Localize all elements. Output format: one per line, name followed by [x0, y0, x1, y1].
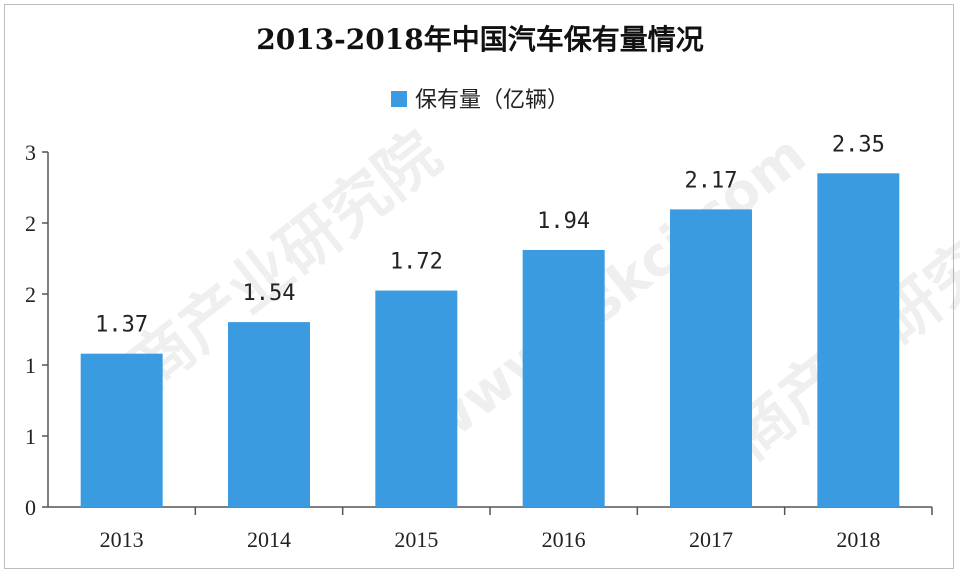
data-label-2014: 1.54 [243, 281, 296, 306]
y-tick-label: 2 [25, 282, 36, 307]
bar-2017 [670, 209, 752, 507]
bar-2013 [80, 353, 163, 507]
y-tick-label: 0 [25, 495, 36, 520]
data-label-2017: 2.17 [685, 168, 738, 193]
data-label-2015: 1.72 [390, 250, 443, 275]
legend-label: 保有量（亿辆） [414, 88, 569, 113]
chart-title: 2013-2018年中国汽车保有量情况 [256, 23, 704, 56]
y-tick-label: 1 [25, 424, 36, 449]
x-axis: 2013 2014 2015 2016 2017 2018 [48, 506, 933, 552]
bar-2016 [522, 249, 605, 507]
bar-2015 [375, 290, 458, 507]
y-tick-label: 1 [25, 353, 36, 378]
x-tick-label-2018: 2018 [836, 527, 880, 552]
x-tick-label-2014: 2014 [247, 527, 291, 552]
bar-2018 [817, 173, 900, 508]
x-tick-label-2017: 2017 [689, 527, 733, 552]
legend-swatch [390, 91, 407, 107]
bar-2014 [228, 322, 310, 507]
y-tick-label: 3 [25, 140, 36, 165]
data-label-2018: 2.35 [832, 132, 885, 157]
x-tick-label-2015: 2015 [394, 527, 438, 552]
x-tick-label-2013: 2013 [100, 527, 144, 552]
y-axis: 0 1 1 2 2 3 [25, 140, 49, 520]
x-tick-label-2016: 2016 [542, 527, 586, 552]
bars: 1.37 1.54 1.72 1.94 2.17 2.35 [80, 132, 900, 508]
data-label-2013: 1.37 [95, 313, 148, 338]
data-label-2016: 1.94 [537, 209, 590, 234]
y-tick-label: 2 [25, 211, 36, 236]
chart-legend: 保有量（亿辆） [0, 82, 960, 114]
